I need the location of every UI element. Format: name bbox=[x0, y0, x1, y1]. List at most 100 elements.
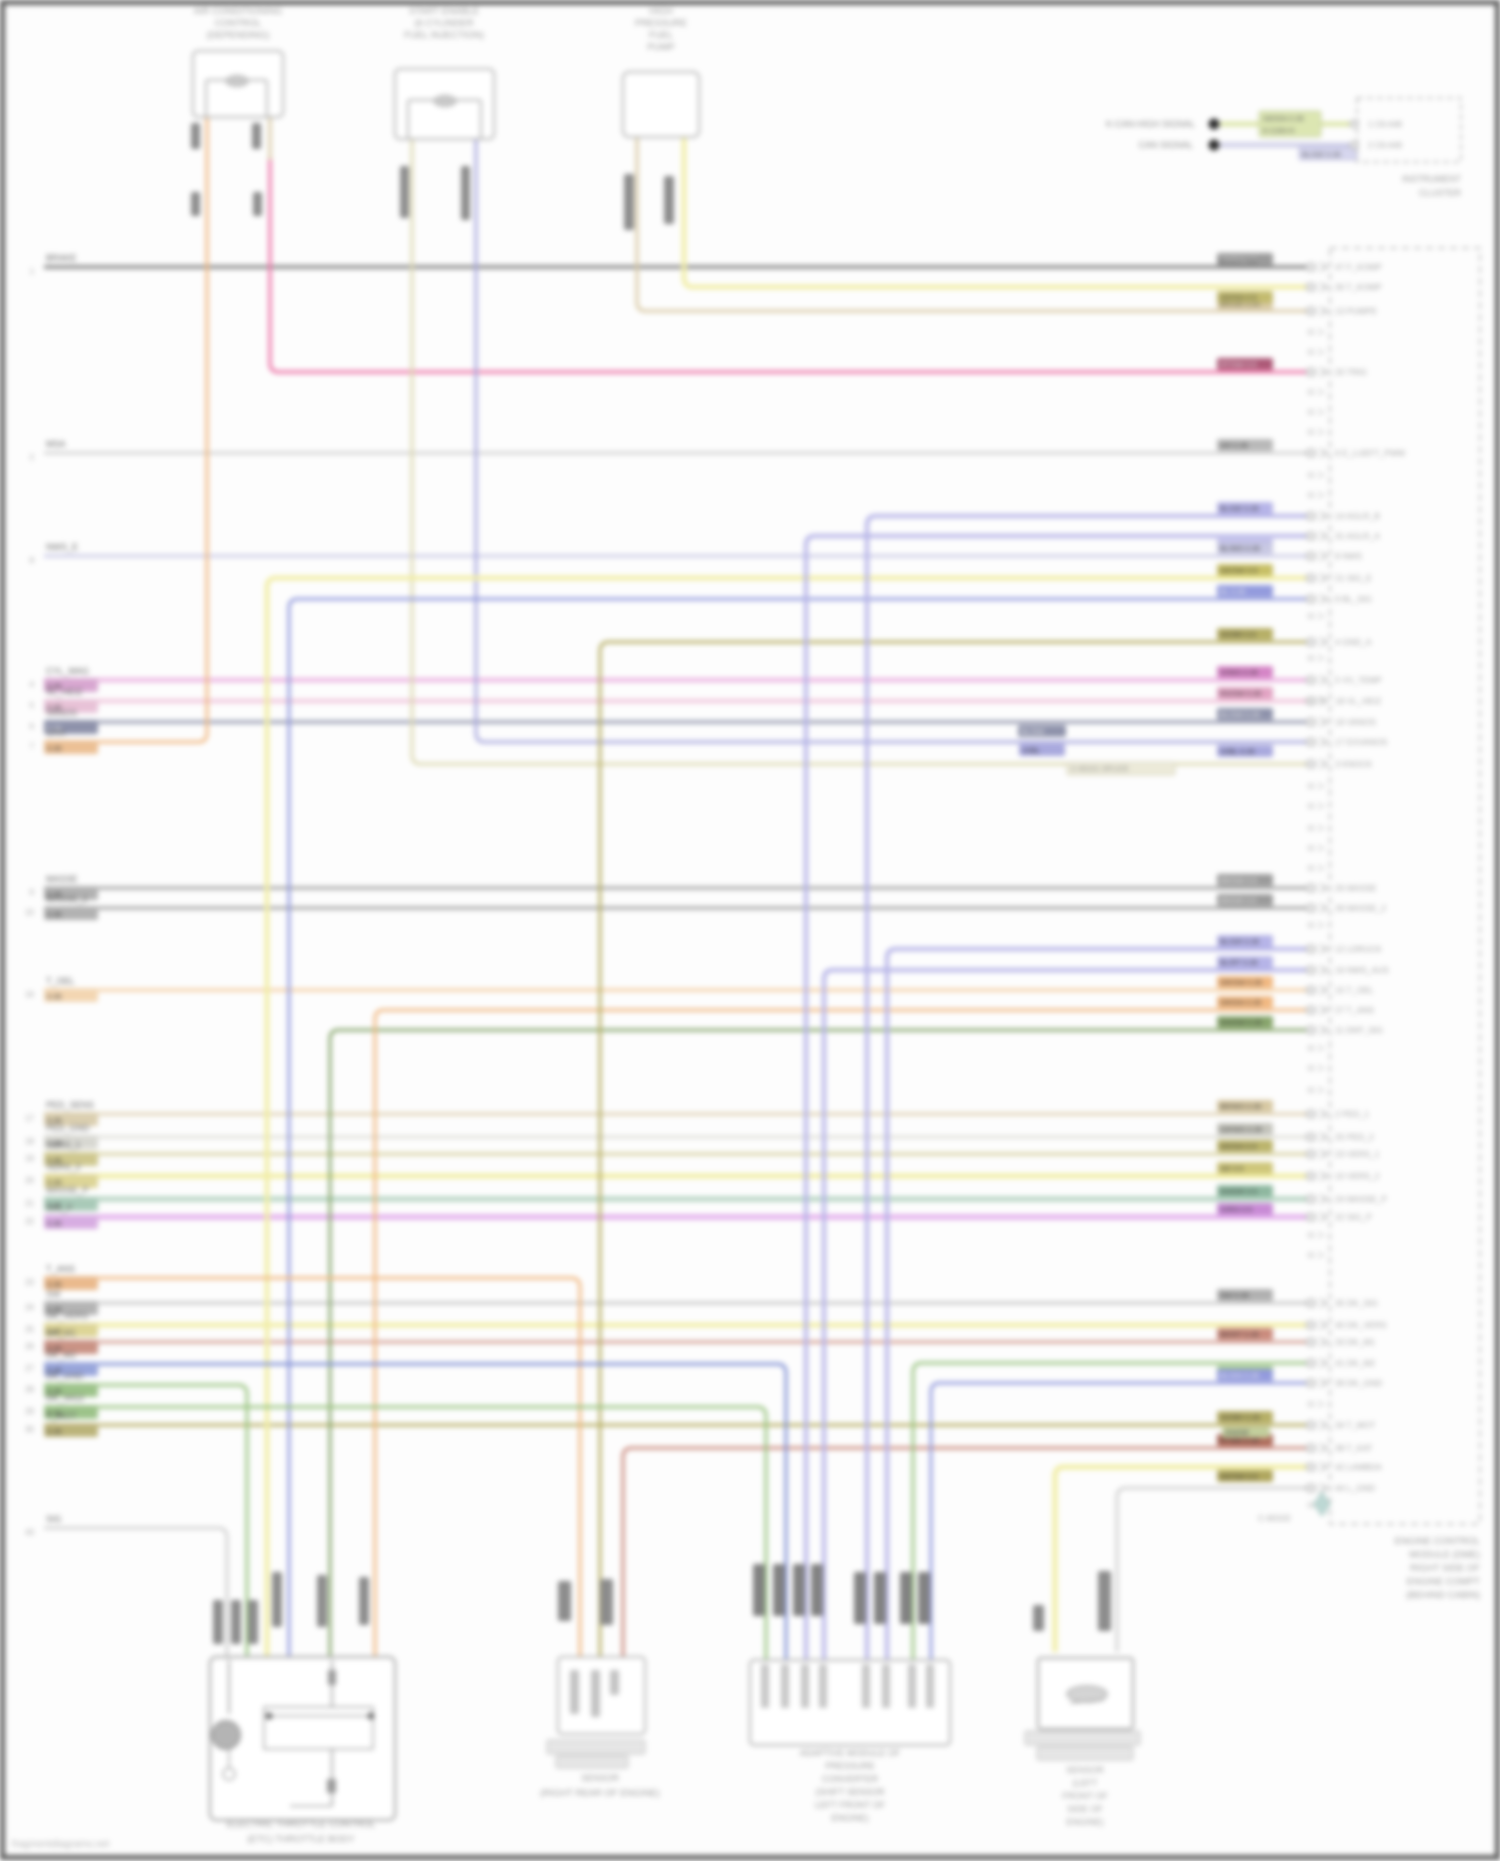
svg-text:GE/SW 0.5: GE/SW 0.5 bbox=[1220, 566, 1258, 575]
svg-text:CYL_MAG: CYL_MAG bbox=[46, 666, 89, 676]
svg-text:SW 0.35: SW 0.35 bbox=[1220, 1291, 1249, 1300]
svg-text:fragmentdiagrams.net: fragmentdiagrams.net bbox=[12, 1839, 109, 1850]
svg-text:34 T_MOT: 34 T_MOT bbox=[1335, 1420, 1375, 1430]
svg-text:0.35: 0.35 bbox=[47, 1116, 62, 1125]
svg-text:0.35: 0.35 bbox=[47, 910, 62, 919]
svg-text:BL/RT 0.35: BL/RT 0.35 bbox=[1220, 958, 1258, 967]
svg-text:17 EXVANOS: 17 EXVANOS bbox=[1335, 737, 1388, 747]
svg-text:0.35: 0.35 bbox=[47, 1201, 62, 1210]
svg-text:15 T_OEL: 15 T_OEL bbox=[1335, 985, 1374, 995]
svg-text:16: 16 bbox=[25, 990, 34, 999]
svg-text:(DEPENDING): (DEPENDING) bbox=[207, 30, 270, 41]
svg-text:2: 2 bbox=[30, 453, 35, 462]
svg-text:5 VV_TEMP: 5 VV_TEMP bbox=[1335, 675, 1382, 685]
svg-text:FUEL INJECTION): FUEL INJECTION) bbox=[404, 30, 484, 41]
svg-text:··: ·· bbox=[1326, 656, 1331, 663]
svg-text:31 AGLR_A: 31 AGLR_A bbox=[1335, 531, 1380, 541]
svg-text:9 BL_SIG: 9 BL_SIG bbox=[1335, 594, 1372, 604]
svg-text:ELECTRIC THROTTLE CONTROL: ELECTRIC THROTTLE CONTROL bbox=[227, 1819, 376, 1830]
svg-text:0.35: 0.35 bbox=[47, 1280, 62, 1289]
svg-text:SENSOR: SENSOR bbox=[1066, 1765, 1105, 1775]
svg-text:BL 0.35: BL 0.35 bbox=[1220, 587, 1246, 596]
svg-text:20 TRIG: 20 TRIG bbox=[1335, 367, 1367, 377]
svg-text:··: ·· bbox=[1326, 804, 1331, 811]
svg-text:20: 20 bbox=[25, 1176, 34, 1185]
svg-text:GRA: GRA bbox=[46, 728, 66, 738]
svg-text:··: ·· bbox=[1326, 614, 1331, 621]
svg-text:23: 23 bbox=[25, 1278, 34, 1287]
svg-text:0.35: 0.35 bbox=[47, 1219, 62, 1228]
svg-text:BR/OR 0.5: BR/OR 0.5 bbox=[1220, 896, 1256, 905]
svg-text:0.35: 0.35 bbox=[47, 1409, 62, 1418]
svg-text:21 SIG_E: 21 SIG_E bbox=[1335, 573, 1372, 583]
svg-text:ENGINE): ENGINE) bbox=[831, 1813, 869, 1823]
svg-text:RT/SW 0.5: RT/SW 0.5 bbox=[1220, 360, 1257, 369]
svg-text:BL/SW: BL/SW bbox=[1021, 727, 1045, 736]
svg-text:MSA: MSA bbox=[46, 439, 66, 449]
svg-text:VI/RS 0.5: VI/RS 0.5 bbox=[1220, 1205, 1252, 1214]
svg-text:BRAKE SW: BRAKE SW bbox=[1218, 257, 1259, 266]
svg-text:RT/BR 0.35: RT/BR 0.35 bbox=[1220, 1436, 1259, 1445]
svg-text:··: ·· bbox=[1326, 390, 1331, 397]
svg-text:22: 22 bbox=[25, 1217, 34, 1226]
svg-text:30 T_KOMP: 30 T_KOMP bbox=[1335, 282, 1382, 292]
svg-text:28: 28 bbox=[25, 1385, 34, 1394]
svg-text:19: 19 bbox=[25, 1154, 34, 1163]
svg-text:VANOS: VANOS bbox=[46, 708, 77, 718]
svg-text:44 L_GND: 44 L_GND bbox=[1335, 1483, 1375, 1493]
svg-text:0.35: 0.35 bbox=[47, 1178, 62, 1187]
svg-text:CONVERTER: CONVERTER bbox=[822, 1774, 879, 1784]
svg-text:41 DK_M2: 41 DK_M2 bbox=[1335, 1358, 1375, 1368]
svg-text:BL/WS 0.35: BL/WS 0.35 bbox=[1220, 544, 1260, 553]
svg-text:0.35: 0.35 bbox=[47, 1427, 62, 1436]
svg-text:7: 7 bbox=[30, 742, 35, 751]
svg-text:··: ·· bbox=[1326, 1046, 1331, 1053]
svg-text:25: 25 bbox=[25, 1325, 34, 1334]
svg-text:START ENABLE: START ENABLE bbox=[409, 6, 479, 17]
svg-text:··: ·· bbox=[1326, 473, 1331, 480]
svg-text:BL/GN 0.35: BL/GN 0.35 bbox=[1220, 1371, 1259, 1380]
svg-text:PRESSURE: PRESSURE bbox=[825, 1761, 875, 1771]
svg-text:AIR CONDITIONING: AIR CONDITIONING bbox=[194, 6, 283, 17]
svg-text:GE/BR 0.5: GE/BR 0.5 bbox=[1220, 630, 1256, 639]
svg-text:19 VANOS: 19 VANOS bbox=[1335, 717, 1376, 727]
svg-text:13 PUMPE: 13 PUMPE bbox=[1335, 306, 1377, 316]
svg-text:22 SIG_P: 22 SIG_P bbox=[1335, 1212, 1372, 1222]
svg-text:··: ·· bbox=[1326, 846, 1331, 853]
svg-text:(6 CYLINDER: (6 CYLINDER bbox=[414, 18, 473, 29]
svg-text:··: ·· bbox=[1326, 430, 1331, 437]
svg-text:16 NWS_AUS: 16 NWS_AUS bbox=[1335, 965, 1389, 975]
svg-text:VERS_1: VERS_1 bbox=[46, 1140, 81, 1150]
svg-text:8 NWS: 8 NWS bbox=[1335, 551, 1362, 561]
svg-text:BR/SW 0.5: BR/SW 0.5 bbox=[1220, 876, 1257, 885]
svg-text:··: ·· bbox=[1326, 350, 1331, 357]
svg-text:24 MASSE_P: 24 MASSE_P bbox=[1335, 1194, 1387, 1204]
svg-text:30: 30 bbox=[25, 1425, 34, 1434]
svg-text:DK_GND: DK_GND bbox=[46, 1371, 84, 1381]
svg-text:GN/GR 0.5: GN/GR 0.5 bbox=[1220, 1187, 1257, 1196]
svg-text:6: 6 bbox=[30, 722, 35, 731]
svg-text:FRONT OF: FRONT OF bbox=[1062, 1791, 1108, 1801]
svg-text:ADAPTIVE MODULE OF: ADAPTIVE MODULE OF bbox=[800, 1748, 901, 1758]
svg-text:VERS_2: VERS_2 bbox=[46, 1162, 81, 1172]
svg-text:RIGHT SIDE OF: RIGHT SIDE OF bbox=[1410, 1563, 1480, 1574]
svg-text:DK_M2: DK_M2 bbox=[46, 1350, 76, 1360]
svg-text:SW/GE 0.5: SW/GE 0.5 bbox=[1220, 255, 1258, 264]
svg-text:SIDE OF: SIDE OF bbox=[1067, 1804, 1104, 1814]
svg-text:OR/GN 0.35: OR/GN 0.35 bbox=[1220, 998, 1261, 1007]
svg-text:21: 21 bbox=[25, 1199, 34, 1208]
svg-text:··: ·· bbox=[1326, 1066, 1331, 1073]
svg-text:10: 10 bbox=[25, 908, 34, 917]
svg-text:FUEL: FUEL bbox=[649, 30, 673, 41]
svg-text:BL/GE 0.35: BL/GE 0.35 bbox=[1220, 504, 1259, 513]
svg-text:ENGINE CONTROL: ENGINE CONTROL bbox=[1394, 1536, 1480, 1547]
svg-text:··: ·· bbox=[1326, 923, 1331, 930]
svg-text:(BEHIND CABIN): (BEHIND CABIN) bbox=[1406, 1590, 1480, 1601]
svg-text:8: 8 bbox=[30, 556, 35, 565]
svg-text:DK_VERS: DK_VERS bbox=[46, 1311, 88, 1321]
svg-text:4: 4 bbox=[30, 680, 35, 689]
svg-text:··: ·· bbox=[1326, 866, 1331, 873]
svg-text:9: 9 bbox=[30, 888, 35, 897]
svg-text:GE 0.5: GE 0.5 bbox=[1220, 1164, 1243, 1173]
svg-text:CLUSTER: CLUSTER bbox=[1419, 188, 1462, 198]
